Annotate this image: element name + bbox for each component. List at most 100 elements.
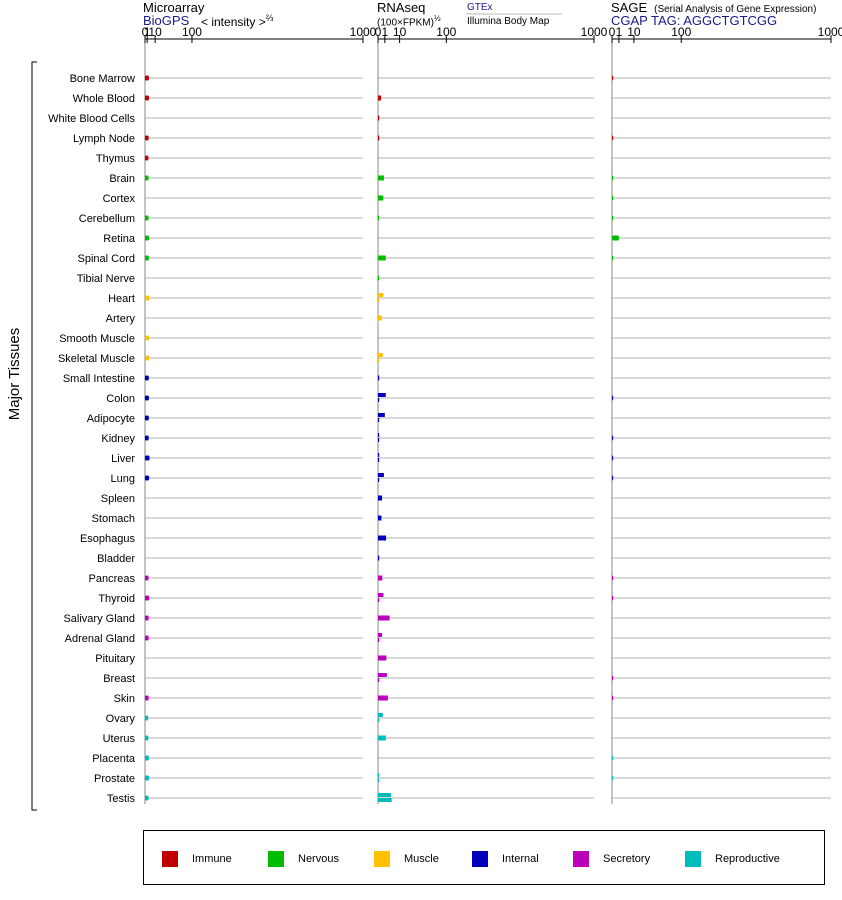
- rnaseq-tick-label: 1: [381, 25, 388, 39]
- microarray-bar: [145, 355, 150, 361]
- legend-swatch: [374, 851, 390, 867]
- tissue-label: Cerebellum: [79, 213, 135, 225]
- tissue-label: Ovary: [106, 713, 136, 725]
- rnaseq-bar: [378, 735, 386, 741]
- tissue-bracket: [31, 61, 37, 811]
- legend: Immune Nervous Muscle Internal Secretory Repr…: [143, 830, 825, 885]
- rnaseq-bar: [378, 275, 380, 281]
- legend-swatch: [573, 851, 589, 867]
- tissue-label: Breast: [103, 673, 135, 685]
- sage-bar: [612, 195, 614, 201]
- rnaseq-bar: [378, 418, 380, 422]
- rnaseq-bar: [378, 135, 380, 141]
- microarray-bar: [145, 235, 150, 241]
- rnaseq-bar: [378, 598, 380, 602]
- microarray-bar: [145, 755, 149, 761]
- tissue-label: Thymus: [96, 153, 136, 165]
- rnaseq-tick-label: 100: [436, 25, 456, 39]
- tissue-label: Retina: [103, 233, 136, 245]
- rnaseq-tick-label: 10: [393, 25, 407, 39]
- sage-tick-label: 100: [671, 25, 691, 39]
- rnaseq-bar: [378, 255, 386, 261]
- rnaseq-bar: [378, 638, 380, 642]
- microarray-bar: [145, 715, 149, 721]
- microarray-bar: [145, 595, 150, 601]
- legend-label: Reproductive: [715, 853, 780, 865]
- tissue-label: Liver: [111, 453, 135, 465]
- sage-tick-label: 0: [609, 25, 616, 39]
- tissue-label: Bladder: [97, 553, 135, 565]
- tissue-label: Bone Marrow: [70, 73, 135, 85]
- microarray-bar: [145, 135, 149, 141]
- sage-bar: [612, 75, 614, 81]
- sage-bar: [612, 575, 614, 581]
- microarray-tick-label: 10: [148, 25, 162, 39]
- tissue-label: Testis: [107, 793, 136, 805]
- rnaseq-bar: [378, 773, 380, 777]
- microarray-bar: [145, 155, 149, 161]
- sage-bar: [612, 775, 614, 781]
- tissue-label: Whole Blood: [73, 93, 135, 105]
- rnaseq-metric: (100×FPKM)½: [377, 14, 441, 29]
- tissue-label: Lymph Node: [73, 133, 135, 145]
- microarray-bar: [145, 695, 149, 701]
- sage-tick-label: 1000: [818, 25, 842, 39]
- microarray-bar: [145, 735, 149, 741]
- rnaseq-bar: [378, 353, 383, 357]
- tissue-label: Smooth Muscle: [59, 333, 135, 345]
- rnaseq-bar: [378, 633, 383, 637]
- rnaseq-bar: [378, 555, 380, 561]
- microarray-bar: [145, 455, 150, 461]
- rnaseq-bar: [378, 515, 382, 521]
- y-axis-label: Major Tissues: [6, 328, 23, 421]
- microarray-bar: [145, 255, 149, 261]
- microarray-bar: [145, 795, 149, 801]
- microarray-metric: < intensity >⅔: [201, 13, 274, 29]
- tissue-label: Heart: [108, 293, 135, 305]
- microarray-bar: [145, 475, 150, 481]
- tissue-label: Skeletal Muscle: [58, 353, 135, 365]
- rnaseq-bar: [378, 575, 383, 581]
- tissue-label: Uterus: [103, 733, 136, 745]
- sage-bar: [612, 595, 614, 601]
- rnaseq-bar: [378, 458, 380, 462]
- legend-label: Internal: [502, 853, 539, 865]
- microarray-tick-label: 1: [144, 25, 151, 39]
- microarray-tick-label: 0: [142, 25, 149, 39]
- microarray-bar: [145, 775, 150, 781]
- tissue-label: Brain: [109, 173, 135, 185]
- rnaseq-bar: [378, 673, 387, 677]
- rnaseq-bar: [378, 315, 382, 321]
- sage-title: SAGE (Serial Analysis of Gene Expression): [611, 0, 817, 15]
- rnaseq-source-ibm: Illumina Body Map: [467, 16, 550, 27]
- sage-bar: [612, 475, 614, 481]
- legend-label: Immune: [192, 853, 232, 865]
- tissue-label: Adipocyte: [87, 413, 135, 425]
- legend-swatch: [162, 851, 178, 867]
- rnaseq-bar: [378, 495, 383, 501]
- rnaseq-bar: [378, 713, 383, 717]
- rnaseq-bar: [378, 593, 384, 597]
- microarray-bar: [145, 575, 149, 581]
- rnaseq-title: RNAseq: [377, 0, 426, 15]
- microarray-tick-label: 1000: [350, 25, 377, 39]
- tissue-label: White Blood Cells: [48, 113, 135, 125]
- rnaseq-bar: [378, 473, 384, 477]
- rnaseq-bar: [378, 655, 387, 661]
- tissue-label: Cortex: [103, 193, 136, 205]
- rnaseq-source-gtex: GTEx: [467, 2, 493, 13]
- rnaseq-bar: [378, 298, 380, 302]
- sage-bar: [612, 395, 614, 401]
- tissue-label: Thyroid: [98, 593, 135, 605]
- rnaseq-bar: [378, 438, 380, 442]
- tissue-label: Spleen: [101, 493, 135, 505]
- tissue-label: Kidney: [101, 433, 135, 445]
- rnaseq-bar: [378, 453, 380, 457]
- microarray-bar: [145, 395, 149, 401]
- legend-swatch: [685, 851, 701, 867]
- sage-bar: [612, 175, 614, 181]
- tissue-label: Stomach: [92, 513, 135, 525]
- sage-bar: [612, 675, 614, 681]
- sage-bar: [612, 695, 614, 701]
